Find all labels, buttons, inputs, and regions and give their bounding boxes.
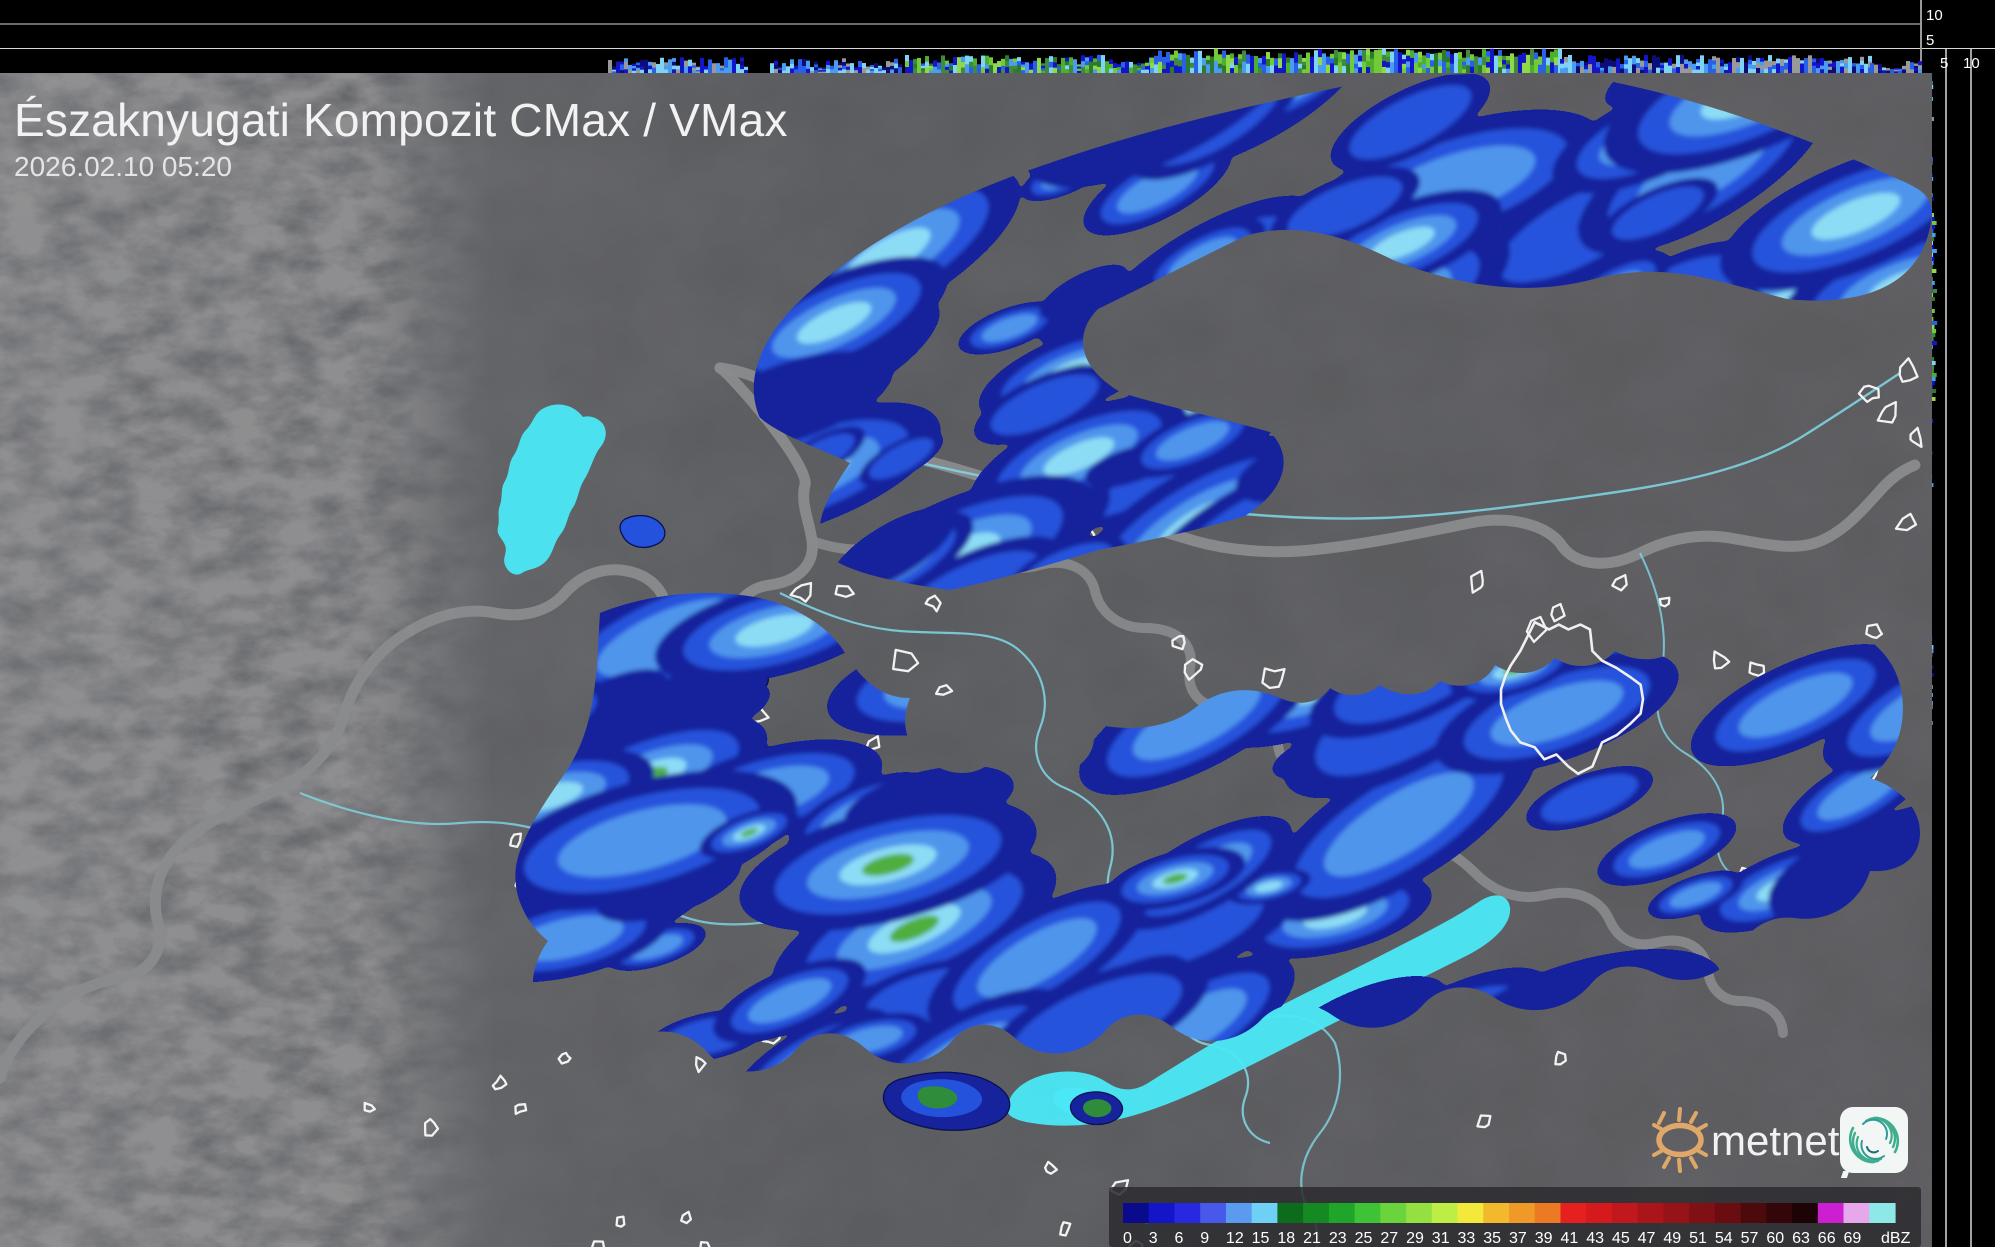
- svg-text:33: 33: [1458, 1230, 1476, 1247]
- svg-text:31: 31: [1432, 1230, 1450, 1247]
- svg-text:10: 10: [1963, 55, 1980, 72]
- svg-text:6: 6: [1174, 1230, 1183, 1247]
- svg-text:27: 27: [1380, 1230, 1398, 1247]
- svg-text:dBZ: dBZ: [1881, 1230, 1911, 1247]
- svg-text:45: 45: [1612, 1230, 1630, 1247]
- svg-text:49: 49: [1663, 1230, 1681, 1247]
- svg-text:39: 39: [1535, 1230, 1553, 1247]
- svg-text:9: 9: [1200, 1230, 1209, 1247]
- svg-text:35: 35: [1483, 1230, 1501, 1247]
- svg-text:69: 69: [1844, 1230, 1862, 1247]
- svg-text:43: 43: [1586, 1230, 1604, 1247]
- svg-text:66: 66: [1818, 1230, 1836, 1247]
- svg-text:37: 37: [1509, 1230, 1527, 1247]
- svg-text:5: 5: [1940, 55, 1948, 72]
- svg-text:0: 0: [1123, 1230, 1132, 1247]
- svg-text:18: 18: [1277, 1230, 1295, 1247]
- svg-text:29: 29: [1406, 1230, 1424, 1247]
- svg-text:25: 25: [1355, 1230, 1373, 1247]
- svg-text:51: 51: [1689, 1230, 1707, 1247]
- svg-text:10: 10: [1926, 7, 1943, 24]
- svg-text:41: 41: [1560, 1230, 1578, 1247]
- svg-text:54: 54: [1715, 1230, 1733, 1247]
- svg-text:12: 12: [1226, 1230, 1244, 1247]
- svg-text:47: 47: [1638, 1230, 1656, 1247]
- svg-text:21: 21: [1303, 1230, 1321, 1247]
- svg-text:15: 15: [1252, 1230, 1270, 1247]
- svg-text:metnet: metnet: [1711, 1117, 1840, 1164]
- svg-text:60: 60: [1766, 1230, 1784, 1247]
- svg-text:63: 63: [1792, 1230, 1810, 1247]
- svg-text:5: 5: [1926, 32, 1934, 49]
- svg-text:3: 3: [1149, 1230, 1158, 1247]
- svg-text:57: 57: [1741, 1230, 1759, 1247]
- svg-text:23: 23: [1329, 1230, 1347, 1247]
